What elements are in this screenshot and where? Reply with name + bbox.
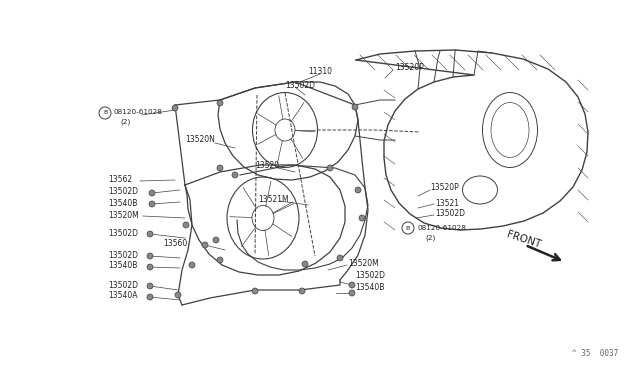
Text: ^ 35  0037: ^ 35 0037 (572, 349, 618, 358)
Circle shape (149, 190, 155, 196)
Text: 13540B: 13540B (355, 282, 385, 292)
Text: B: B (406, 225, 410, 231)
Circle shape (349, 290, 355, 296)
Circle shape (352, 104, 358, 110)
Text: (2): (2) (425, 235, 435, 241)
Text: 13521M: 13521M (258, 196, 289, 205)
Circle shape (302, 261, 308, 267)
Circle shape (232, 172, 238, 178)
Text: 13560: 13560 (163, 240, 188, 248)
Text: 13521: 13521 (435, 199, 459, 208)
Circle shape (175, 292, 181, 298)
Circle shape (217, 165, 223, 171)
Text: 13540B: 13540B (108, 262, 138, 270)
Circle shape (355, 187, 361, 193)
Circle shape (327, 165, 333, 171)
Circle shape (147, 264, 153, 270)
Text: 13520P: 13520P (395, 64, 424, 73)
Text: (2): (2) (120, 119, 131, 125)
Text: 13540A: 13540A (108, 292, 138, 301)
Text: 13540B: 13540B (108, 199, 138, 208)
Circle shape (147, 253, 153, 259)
Text: 13502D: 13502D (435, 209, 465, 218)
Text: 08120-61028: 08120-61028 (114, 109, 163, 115)
Text: B: B (103, 110, 107, 115)
Circle shape (183, 222, 189, 228)
Text: 13502D: 13502D (355, 270, 385, 279)
Text: 08120-61028: 08120-61028 (418, 225, 467, 231)
Circle shape (359, 215, 365, 221)
Circle shape (299, 288, 305, 294)
Text: 13502D: 13502D (108, 250, 138, 260)
Text: 13502D: 13502D (108, 187, 138, 196)
Circle shape (172, 105, 178, 111)
Circle shape (189, 262, 195, 268)
Circle shape (149, 201, 155, 207)
Circle shape (147, 283, 153, 289)
Text: 13502D: 13502D (285, 80, 315, 90)
Text: 13520: 13520 (255, 161, 279, 170)
Text: 13520N: 13520N (185, 135, 215, 144)
Circle shape (349, 282, 355, 288)
Text: 13562: 13562 (108, 176, 132, 185)
Circle shape (202, 242, 208, 248)
Text: 11310: 11310 (308, 67, 332, 77)
Text: 13502D: 13502D (108, 228, 138, 237)
Circle shape (147, 294, 153, 300)
Text: 13502D: 13502D (108, 280, 138, 289)
Circle shape (217, 100, 223, 106)
Circle shape (217, 257, 223, 263)
Circle shape (213, 237, 219, 243)
Circle shape (252, 288, 258, 294)
Circle shape (337, 255, 343, 261)
Circle shape (147, 231, 153, 237)
Text: FRONT: FRONT (505, 230, 541, 250)
Text: 13520M: 13520M (348, 259, 379, 267)
Text: 13520P: 13520P (430, 183, 459, 192)
Text: 13520M: 13520M (108, 211, 139, 219)
